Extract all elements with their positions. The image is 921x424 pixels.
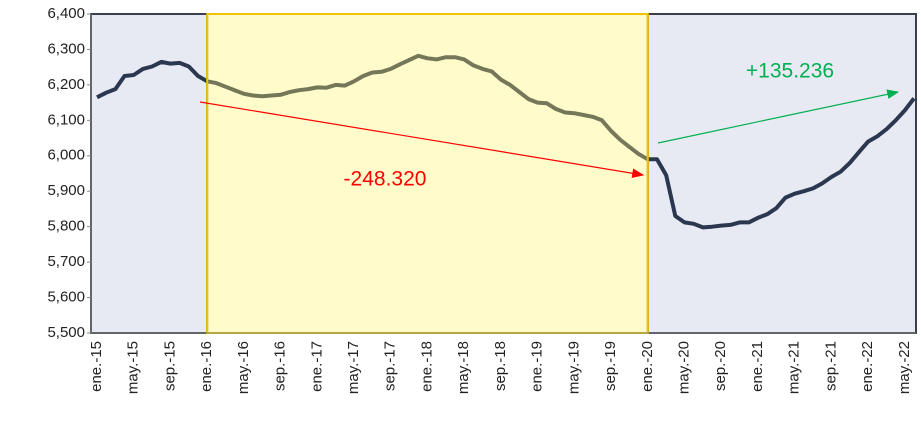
x-tick-label: may.-22: [896, 341, 913, 394]
x-tick-label: ene.-21: [749, 341, 766, 392]
y-tick-label: 5,500: [47, 324, 85, 341]
x-tick-label: may.-18: [455, 341, 472, 394]
y-tick-label: 6,400: [47, 5, 85, 22]
y-tick-label: 5,800: [47, 218, 85, 235]
x-tick-label: sep.-21: [822, 341, 839, 391]
region: [646, 13, 917, 334]
region: [90, 13, 209, 334]
y-tick-label: 6,300: [47, 40, 85, 57]
x-tick-label: may.-17: [345, 341, 362, 394]
x-tick-label: may.-21: [786, 341, 803, 394]
region: [206, 13, 649, 334]
x-tick-label: ene.-15: [88, 341, 105, 392]
y-tick-label: 6,200: [47, 76, 85, 93]
x-tick-label: ene.-18: [418, 341, 435, 392]
x-tick-label: ene.-20: [639, 341, 656, 392]
annotation-arrow: [657, 89, 900, 144]
x-tick-label: sep.-20: [712, 341, 729, 391]
annotation-text: -248.320: [344, 168, 427, 191]
x-tick-label: may.-15: [125, 341, 142, 394]
y-tick-label: 5,700: [47, 253, 85, 270]
x-tick-label: sep.-19: [602, 341, 619, 391]
x-tick-label: sep.-15: [161, 341, 178, 391]
x-tick-label: may.-19: [565, 341, 582, 394]
line-series: [96, 53, 916, 230]
x-tick-label: may.-20: [675, 341, 692, 394]
x-tick-label: may.-16: [235, 341, 252, 394]
y-tick-label: 6,100: [47, 111, 85, 128]
y-tick-label: 5,600: [47, 289, 85, 306]
x-tick-label: ene.-22: [859, 341, 876, 392]
y-tick-label: 6,000: [47, 147, 85, 164]
x-tick-label: ene.-19: [529, 341, 546, 392]
x-tick-label: sep.-18: [492, 341, 509, 391]
x-tick-label: sep.-17: [382, 341, 399, 391]
x-tick-label: sep.-16: [272, 341, 289, 391]
annotation-arrow: [199, 101, 645, 178]
x-tick-label: ene.-17: [308, 341, 325, 392]
x-tick-label: ene.-16: [198, 341, 215, 392]
annotation-text: +135.236: [746, 60, 834, 83]
y-tick-label: 5,900: [47, 182, 85, 199]
